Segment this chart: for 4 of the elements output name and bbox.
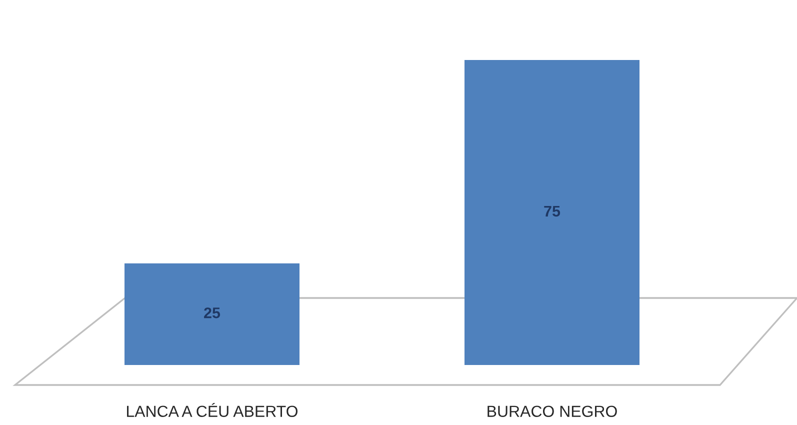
x-tick-label: LANCA A CÉU ABERTO — [127, 403, 298, 418]
x-tick-label: BURACO NEGRO — [488, 406, 617, 418]
data-label: 25 — [204, 307, 220, 318]
data-label: 75 — [544, 206, 560, 217]
